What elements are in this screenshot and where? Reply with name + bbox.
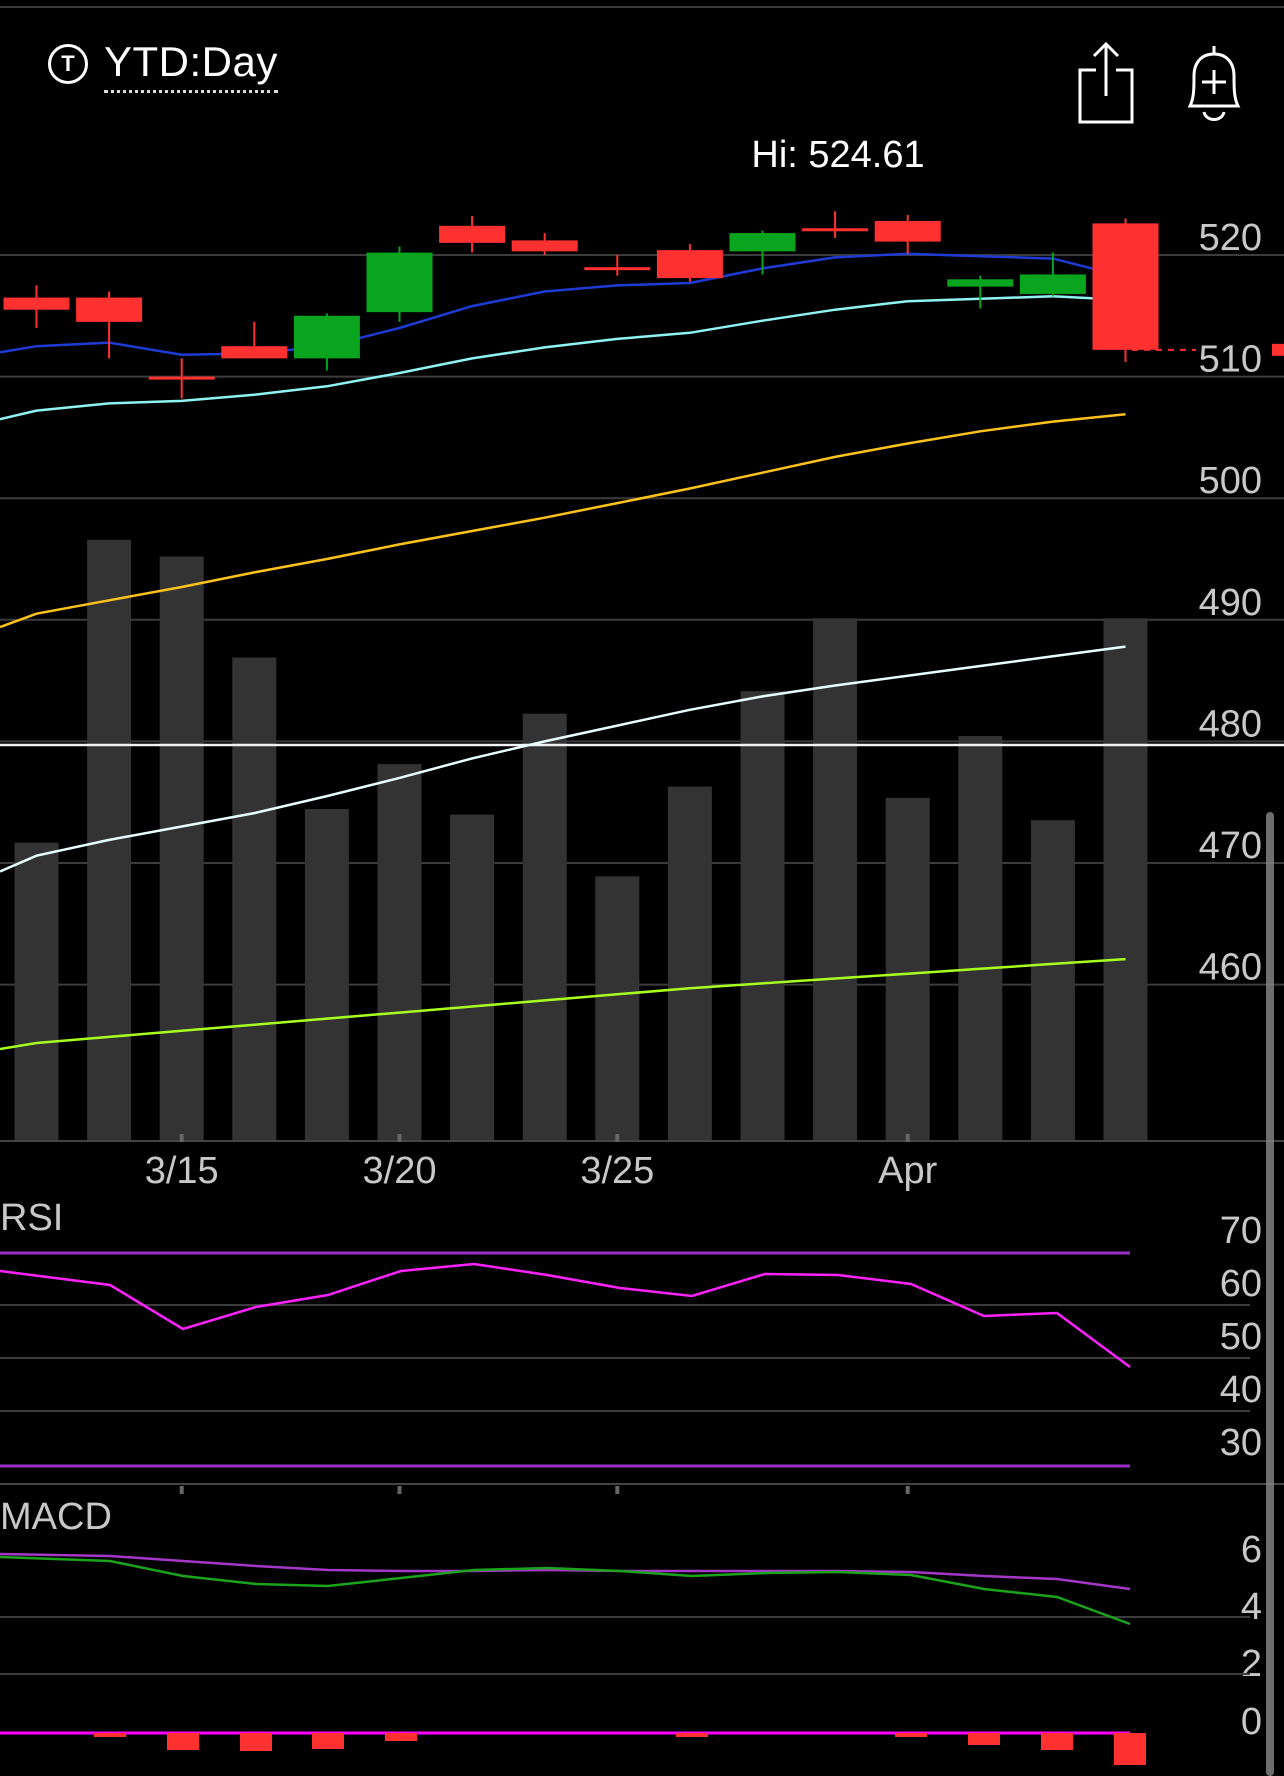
- macd-tick-label: 6: [1241, 1529, 1262, 1571]
- volume-bar: [14, 842, 59, 1140]
- volume-bar: [1030, 820, 1075, 1140]
- volume-bar: [595, 876, 640, 1140]
- candle-body: [729, 233, 796, 252]
- rsi-tick-label: 40: [1220, 1369, 1262, 1411]
- moving-average-line: [0, 252, 1126, 356]
- macd-tick-label: 2: [1241, 1643, 1262, 1685]
- x-tick-label: Apr: [878, 1150, 937, 1192]
- macd-histogram-bar: [167, 1733, 199, 1750]
- volume-bar: [740, 691, 785, 1140]
- candle-body: [366, 252, 433, 313]
- macd-histogram-bar: [676, 1733, 708, 1737]
- rsi-tick-label: 70: [1220, 1210, 1262, 1252]
- chart-header: T YTD:Day: [0, 20, 1284, 124]
- candle-body: [802, 228, 869, 232]
- ticker-icon[interactable]: T: [48, 44, 88, 84]
- macd-tick-label: 4: [1241, 1586, 1262, 1628]
- price-tick-label: 490: [1199, 582, 1262, 624]
- candle-body: [1019, 274, 1086, 294]
- candle-body: [293, 315, 360, 359]
- volume-bar: [813, 618, 858, 1140]
- candle-body: [148, 376, 215, 380]
- macd-histogram-bar: [385, 1733, 417, 1741]
- macd-tick-label: 0: [1241, 1701, 1262, 1743]
- price-tick-label: 520: [1199, 217, 1262, 259]
- macd-title: MACD: [0, 1496, 112, 1538]
- macd-histogram-bar: [94, 1733, 126, 1737]
- candle-body: [439, 225, 506, 243]
- x-tick-label: 3/25: [580, 1150, 654, 1192]
- share-icon[interactable]: [1076, 40, 1136, 128]
- macd-histogram-bar: [895, 1733, 927, 1737]
- time-range-selector[interactable]: YTD:Day: [104, 38, 278, 93]
- price-tick-label: 470: [1199, 825, 1262, 867]
- rsi-tick-label: 30: [1220, 1422, 1262, 1464]
- volume-bar: [667, 786, 712, 1140]
- candle-body: [947, 279, 1014, 287]
- candle-body: [3, 297, 70, 310]
- moving-average-line: [0, 413, 1126, 629]
- current-price-tag: [1272, 343, 1284, 356]
- macd-histogram-bar: [1114, 1733, 1146, 1765]
- rsi-tick-label: 50: [1220, 1316, 1262, 1358]
- macd-histogram-bar: [312, 1733, 344, 1749]
- x-tick-label: 3/20: [363, 1150, 437, 1192]
- moving-average-line: [0, 645, 1126, 873]
- price-tick-label: 500: [1199, 460, 1262, 502]
- moving-average-line: [0, 957, 1126, 1051]
- price-tick-label: 480: [1199, 703, 1262, 745]
- macd-histogram-bar: [240, 1733, 272, 1751]
- volume-bar: [958, 736, 1003, 1140]
- candle-body: [511, 240, 578, 252]
- volume-bar: [232, 657, 277, 1140]
- macd-histogram-bar: [1041, 1733, 1073, 1750]
- rsi-line: [0, 1262, 1131, 1369]
- high-annotation: Hi: 524.61: [751, 134, 924, 176]
- candle-body: [221, 346, 288, 359]
- price-tick-label: 460: [1199, 947, 1262, 989]
- candle-body: [1092, 223, 1159, 350]
- candle-body: [874, 220, 941, 242]
- macd-line: [0, 1555, 1131, 1626]
- volume-bar: [885, 797, 930, 1140]
- moving-average-line: [0, 295, 1126, 421]
- volume-bar: [450, 814, 495, 1140]
- volume-bar: [377, 764, 422, 1140]
- volume-bar: [1103, 618, 1148, 1140]
- x-tick-label: 3/15: [145, 1150, 219, 1192]
- candle-body: [656, 250, 723, 279]
- volume-bar: [159, 556, 204, 1140]
- volume-bar: [304, 809, 349, 1140]
- macd-histogram-bar: [968, 1733, 1000, 1745]
- top-border: [0, 6, 1284, 8]
- price-tick-label: 510: [1199, 339, 1262, 381]
- bell-plus-icon[interactable]: [1180, 42, 1248, 128]
- candle-body: [584, 267, 651, 271]
- volume-bar: [522, 713, 567, 1140]
- scrollbar[interactable]: [1266, 812, 1274, 1776]
- candle-body: [76, 297, 143, 322]
- rsi-title: RSI: [0, 1197, 63, 1239]
- rsi-tick-label: 60: [1220, 1263, 1262, 1305]
